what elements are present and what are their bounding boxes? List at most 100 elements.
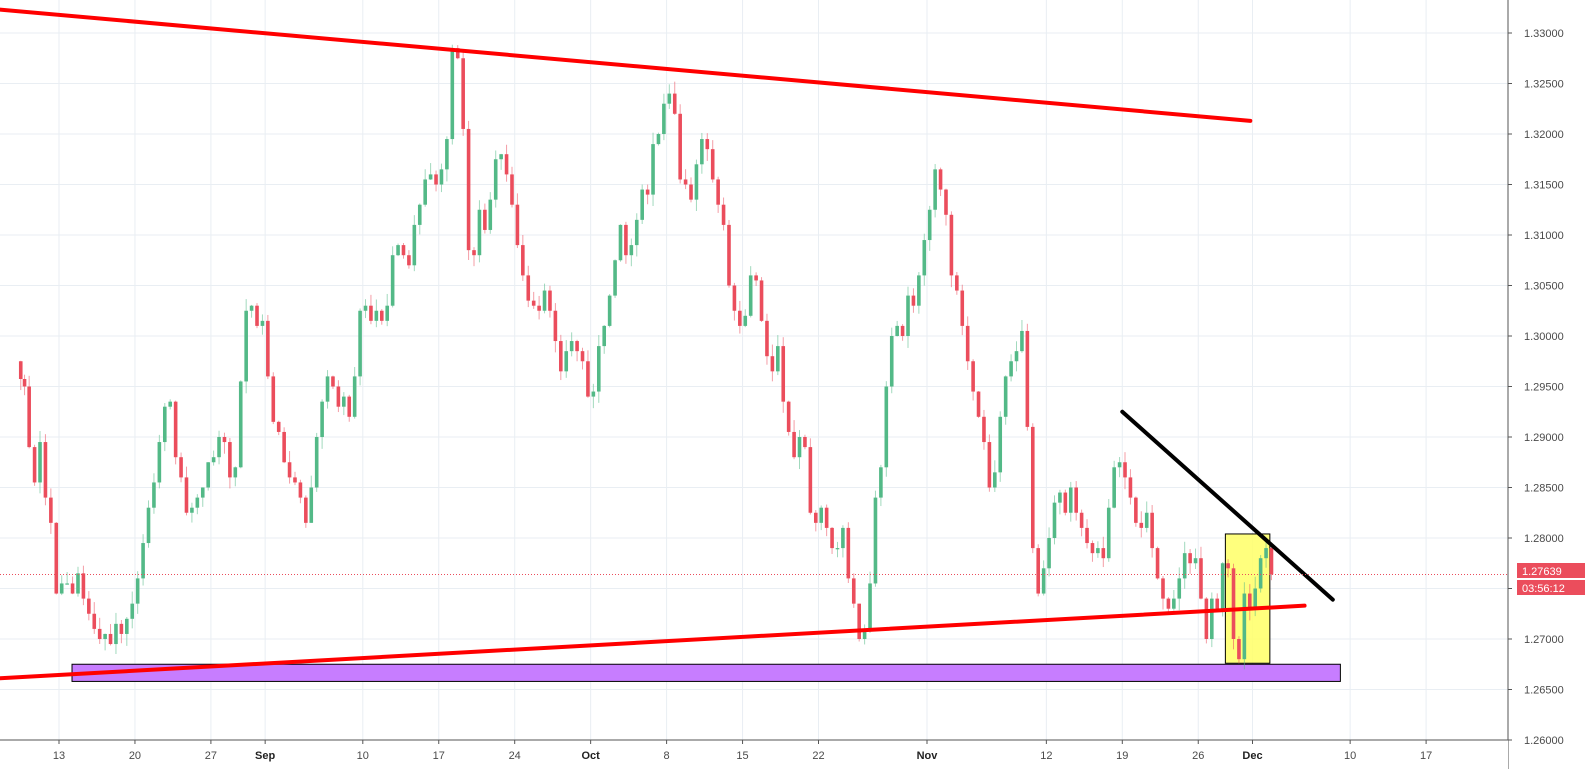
candle-body — [287, 462, 292, 478]
candle-body — [982, 416, 986, 443]
candle-body — [59, 583, 64, 594]
candle-body — [607, 295, 612, 326]
candle-body — [200, 487, 205, 498]
candle-body — [754, 275, 758, 281]
candle-body — [1036, 548, 1041, 594]
candle-body — [190, 507, 194, 513]
candle-body — [390, 255, 395, 306]
candle-body — [266, 320, 270, 377]
candle-body — [1242, 593, 1247, 660]
candle-body — [49, 497, 53, 523]
candle-body — [862, 628, 867, 639]
x-tick-label: 12 — [1040, 750, 1052, 762]
candle-body — [304, 497, 308, 523]
candle-body — [1166, 598, 1171, 609]
candle-body — [559, 341, 563, 372]
candle-body — [146, 507, 151, 544]
y-tick-label: 1.28500 — [1524, 483, 1564, 495]
candle-body — [282, 431, 286, 463]
candle-body — [955, 275, 959, 291]
candle-body — [1090, 543, 1095, 554]
candle-body — [1253, 588, 1258, 609]
x-tick-label: Oct — [581, 750, 600, 762]
candle-body — [868, 583, 872, 629]
candle-body — [1041, 568, 1046, 594]
candle-body — [716, 179, 720, 205]
candle-body — [293, 477, 297, 483]
x-tick-label: 17 — [1420, 750, 1432, 762]
candle-body — [700, 139, 704, 165]
candle-body — [141, 543, 145, 579]
candle-body — [374, 310, 379, 321]
candle-body — [1144, 512, 1149, 528]
candle-body — [895, 325, 899, 336]
candle-body — [493, 159, 498, 200]
candle-body — [309, 487, 314, 523]
candle-body — [1123, 462, 1127, 478]
candle-body — [1058, 492, 1062, 503]
candle-body — [738, 310, 742, 326]
candle-body — [1155, 548, 1160, 579]
candle-body — [596, 346, 601, 392]
candle-body — [694, 164, 699, 200]
x-axis[interactable]: 13 20 27 Sep 10 17 24 Oct 8 15 22 Nov 12 19 26 Dec 10 17 — [53, 740, 1432, 762]
candle-body — [776, 346, 780, 372]
candle-body — [1247, 593, 1252, 609]
candle-body — [1193, 558, 1198, 564]
candle-body — [667, 93, 672, 104]
candle-body — [819, 507, 824, 523]
y-tick-label: 1.30000 — [1524, 331, 1564, 343]
candle-body — [228, 442, 232, 478]
candle-body — [526, 275, 531, 301]
candle-body — [1177, 578, 1182, 599]
candle-body — [1264, 548, 1268, 559]
y-axis[interactable]: 1.33000 1.32500 1.32000 1.31500 1.31000 1.305… — [1508, 28, 1564, 747]
candle-body — [314, 437, 319, 488]
candle-body — [195, 497, 200, 508]
candle-body — [575, 341, 579, 352]
x-tick-label: Dec — [1242, 750, 1262, 762]
candle-body — [445, 139, 449, 170]
candle-body — [531, 300, 536, 306]
candle-body — [656, 134, 661, 145]
candle-body — [580, 351, 585, 362]
candle-body — [401, 245, 406, 256]
candle-body — [1009, 361, 1013, 377]
candle-body — [672, 93, 677, 114]
candle-body — [564, 351, 569, 372]
y-tick-label: 1.31000 — [1524, 230, 1564, 242]
candle-body — [173, 401, 178, 458]
candle-body — [472, 250, 476, 256]
x-tick-label: 24 — [509, 750, 521, 762]
candle-body — [103, 633, 107, 639]
candle-body — [499, 154, 503, 160]
y-tick-label: 1.31500 — [1524, 180, 1564, 192]
candle-body — [488, 199, 493, 230]
countdown-tag — [1517, 580, 1585, 595]
x-tick-label: 8 — [664, 750, 670, 762]
candle-body — [1172, 598, 1176, 609]
black-trendline — [1120, 409, 1335, 602]
candle-body — [792, 431, 796, 458]
candle-body — [260, 320, 265, 326]
candle-body — [65, 583, 69, 585]
candle-body — [27, 386, 31, 448]
candle-body — [900, 325, 905, 336]
candle-body — [81, 573, 86, 599]
candle-body — [206, 462, 210, 488]
candle-body — [634, 219, 639, 246]
candle-body — [1226, 563, 1230, 569]
candle-body — [846, 527, 851, 579]
y-tick-label: 1.29000 — [1524, 432, 1564, 444]
candle-body — [130, 603, 135, 619]
candle-body — [759, 280, 764, 321]
candle-body — [1106, 507, 1111, 559]
candle-body — [662, 103, 666, 134]
candle-body — [358, 310, 362, 377]
candle-body — [412, 224, 417, 266]
y-tick-label: 1.32000 — [1524, 129, 1564, 141]
candle-body — [211, 457, 216, 463]
candle-body — [889, 336, 894, 387]
candle-body — [233, 467, 238, 478]
